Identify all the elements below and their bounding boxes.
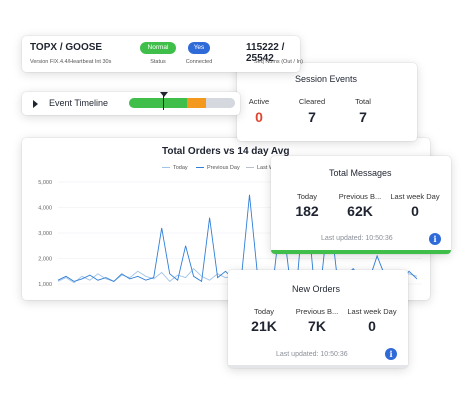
timeline-marker-line: [163, 96, 164, 110]
legend-last-week[interactable]: Last Week: [246, 165, 283, 171]
messages-lastweek-label: Last week Day: [390, 192, 440, 201]
messages-status-strip: [271, 250, 451, 254]
orders-status-strip: [228, 365, 408, 368]
y-tick-label: 2,000: [38, 257, 52, 263]
messages-previous-value: 62K: [347, 203, 373, 219]
timeline-segment[interactable]: [206, 98, 235, 108]
connected-badge: Yes: [188, 42, 210, 54]
orders-today-label: Today: [253, 307, 274, 316]
timeline-marker-icon[interactable]: [160, 92, 168, 97]
y-tick-label: 5,000: [38, 180, 52, 186]
stat-cleared-label: Cleared: [298, 97, 326, 106]
orders-today-value: 21K: [251, 318, 277, 334]
timeline-segment[interactable]: [187, 98, 207, 108]
status-badge: Normal: [140, 42, 176, 54]
session-events-card: Session Events Active 0 Cleared 7 Total …: [237, 63, 417, 141]
y-tick-label: 1,000: [38, 282, 52, 288]
orders-lastweek-label: Last week Day: [347, 307, 397, 316]
messages-previous-label: Previous B...: [338, 192, 382, 201]
session-name: TOPX / GOOSE: [30, 42, 103, 53]
status-label: Status: [150, 59, 166, 65]
legend-today-label: Today: [173, 165, 188, 171]
event-timeline-card[interactable]: Event Timeline: [22, 92, 240, 115]
y-tick-label: 3,000: [38, 231, 52, 237]
y-tick-label: 4,000: [38, 206, 52, 212]
session-version: Version FIX.4.4/Heartbeat Int 30s: [30, 59, 112, 65]
stat-total-value[interactable]: 7: [359, 109, 367, 125]
messages-today-value: 182: [295, 203, 319, 219]
orders-last-updated: Last updated: 10:50:36: [276, 351, 348, 358]
legend-last-week-label: Last Week: [257, 165, 283, 171]
orders-previous-label: Previous B...: [295, 307, 339, 316]
event-timeline-label: Event Timeline: [49, 98, 109, 108]
legend-previous-day[interactable]: Previous Day: [196, 165, 240, 171]
play-arrow-icon[interactable]: [33, 100, 38, 108]
legend-today[interactable]: Today: [162, 165, 188, 171]
seq-nums-label: Seq Nums (Out / In): [254, 59, 303, 65]
orders-lastweek-value: 0: [368, 318, 376, 334]
session-header-card[interactable]: TOPX / GOOSE Version FIX.4.4/Heartbeat I…: [22, 36, 303, 72]
chart-title: Total Orders vs 14 day Avg: [162, 146, 290, 157]
timeline-segment[interactable]: [129, 98, 188, 108]
stat-active-value[interactable]: 0: [255, 109, 263, 125]
info-icon[interactable]: i: [385, 348, 397, 360]
info-icon[interactable]: i: [429, 233, 441, 245]
orders-previous-value: 7K: [308, 318, 326, 334]
total-messages-card: Total Messages Today 182 Previous B... 6…: [271, 156, 451, 254]
connected-label: Connected: [185, 59, 213, 65]
stat-cleared-value[interactable]: 7: [308, 109, 316, 125]
new-orders-card: New Orders Today 21K Previous B... 7K La…: [228, 270, 408, 368]
messages-lastweek-value: 0: [411, 203, 419, 219]
legend-previous-day-label: Previous Day: [207, 165, 240, 171]
stat-total-label: Total: [355, 97, 371, 106]
stat-active-label: Active: [248, 97, 270, 106]
total-messages-title: Total Messages: [329, 168, 392, 178]
new-orders-title: New Orders: [292, 284, 341, 294]
messages-today-label: Today: [296, 192, 317, 201]
seq-nums-value: 115222 / 25542: [246, 42, 285, 64]
messages-last-updated: Last updated: 10:50:36: [321, 235, 393, 242]
timeline-bar[interactable]: [129, 98, 235, 108]
session-events-title: Session Events: [295, 74, 358, 84]
